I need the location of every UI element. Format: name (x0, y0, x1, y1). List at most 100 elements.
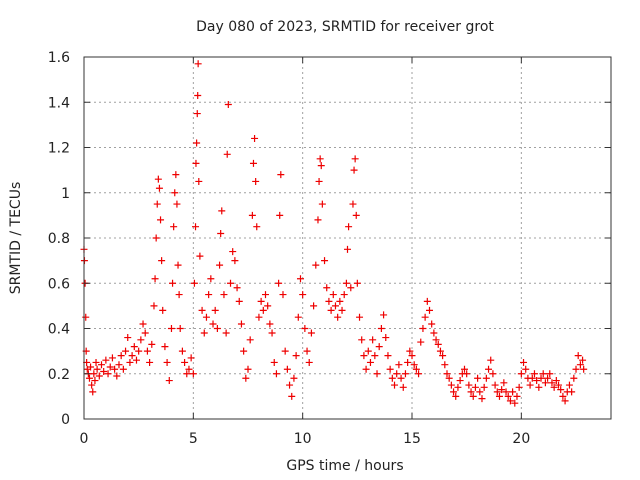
data-point (237, 320, 245, 328)
data-point (169, 279, 177, 287)
data-point (509, 388, 517, 396)
data-point (474, 374, 482, 382)
x-tick-label: 20 (512, 431, 530, 447)
data-point (557, 386, 565, 394)
data-point (364, 347, 372, 355)
data-point (495, 392, 503, 400)
data-point (550, 383, 558, 391)
data-point (471, 383, 479, 391)
data-point (544, 374, 552, 382)
data-point (102, 356, 110, 364)
data-point (397, 374, 405, 382)
y-tick-label: 0.4 (48, 322, 70, 338)
data-point (281, 347, 289, 355)
data-point (240, 347, 248, 355)
data-point (244, 365, 252, 373)
data-point (500, 379, 508, 387)
data-point (218, 207, 226, 215)
data-point (124, 334, 132, 342)
data-point (546, 370, 554, 378)
data-point (498, 386, 506, 394)
data-point (194, 91, 202, 99)
data-point (195, 177, 203, 185)
data-point (279, 291, 287, 299)
data-point (171, 189, 179, 197)
data-point (388, 374, 396, 382)
data-point (252, 177, 260, 185)
data-point (386, 365, 394, 373)
data-point (356, 313, 364, 321)
data-point (430, 329, 438, 337)
data-point (415, 370, 423, 378)
data-point (90, 370, 98, 378)
data-point (520, 358, 528, 366)
data-point (428, 320, 436, 328)
data-point (382, 334, 390, 342)
data-point (423, 297, 431, 305)
data-point (193, 139, 201, 147)
y-axis-label: SRMTID / TECUs (8, 182, 24, 295)
data-point (158, 257, 166, 265)
data-point (406, 347, 414, 355)
data-point (312, 261, 320, 269)
data-point (143, 347, 151, 355)
data-point (310, 302, 318, 310)
data-point (104, 370, 112, 378)
data-point (194, 60, 202, 68)
data-point (211, 306, 219, 314)
y-tick-label: 1.2 (48, 141, 70, 157)
data-point (522, 365, 530, 373)
y-tick-label: 0 (61, 412, 70, 428)
data-point (552, 377, 560, 385)
data-point (264, 302, 272, 310)
data-point (568, 388, 576, 396)
data-point (576, 361, 584, 369)
data-point (580, 365, 588, 373)
data-point (517, 370, 525, 378)
data-point (366, 358, 374, 366)
data-point (231, 257, 239, 265)
data-point (533, 377, 541, 385)
data-point (334, 313, 342, 321)
data-point (401, 370, 409, 378)
data-point (161, 343, 169, 351)
data-point (192, 159, 200, 167)
data-point (198, 306, 206, 314)
data-point (412, 365, 420, 373)
x-tick-label: 10 (294, 431, 312, 447)
data-point (261, 291, 269, 299)
data-point (485, 365, 493, 373)
data-point (119, 365, 127, 373)
x-tick-label: 5 (189, 431, 198, 447)
data-point (148, 340, 156, 348)
data-point (432, 336, 440, 344)
data-point (559, 392, 567, 400)
data-point (266, 320, 274, 328)
data-point (255, 313, 263, 321)
data-point (480, 383, 488, 391)
data-point (257, 297, 265, 305)
data-point (303, 347, 311, 355)
data-point (249, 159, 257, 167)
data-point (358, 336, 366, 344)
data-point (511, 399, 519, 407)
data-point (579, 356, 587, 364)
data-point (487, 356, 495, 364)
data-point (463, 370, 471, 378)
data-point (408, 352, 416, 360)
data-point (493, 388, 501, 396)
data-point (111, 365, 119, 373)
y-tick-label: 1.4 (48, 95, 70, 111)
data-point (213, 325, 221, 332)
data-point (539, 370, 547, 378)
data-point (454, 383, 462, 391)
data-point (353, 279, 361, 287)
data-point (482, 374, 490, 382)
x-tick-label: 0 (80, 431, 89, 447)
data-point (565, 381, 573, 389)
chart-title: Day 080 of 2023, SRMTID for receiver gro… (196, 19, 494, 35)
data-point (151, 275, 159, 283)
data-point (336, 297, 344, 305)
data-point (404, 358, 412, 366)
data-point (92, 358, 100, 366)
